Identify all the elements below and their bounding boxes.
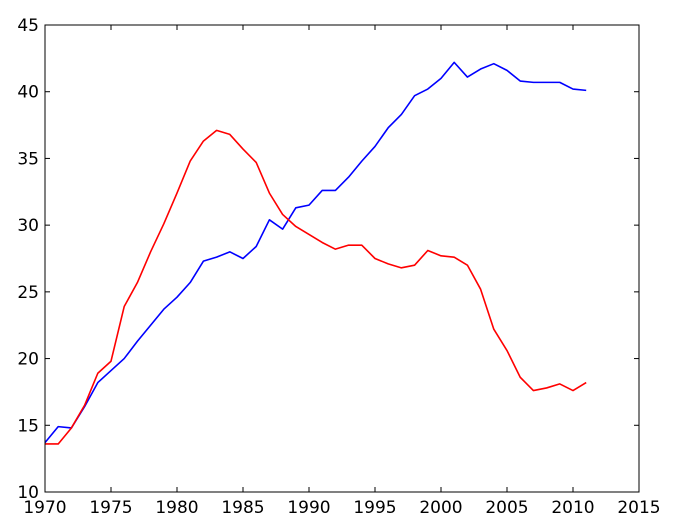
tick-labels: 1970 1975 1980 1985 1990 1995 2000 2005 2010 2015… (17, 16, 660, 518)
x-tick-label: 2000 (419, 498, 462, 518)
series-layer (44, 61, 587, 445)
y-tick-label: 10 (17, 483, 39, 503)
x-tick-label: 1985 (221, 498, 264, 518)
y-tick-label: 45 (17, 16, 39, 36)
x-tick-label: 2010 (551, 498, 594, 518)
x-tick-label: 1975 (89, 498, 132, 518)
x-tick-label: 1980 (155, 498, 198, 518)
series-line-1 (44, 61, 587, 444)
x-tick-label: 2005 (485, 498, 528, 518)
x-tick-label: 2015 (617, 498, 660, 518)
y-tick-label: 20 (17, 350, 39, 370)
x-tick-label: 1990 (287, 498, 330, 518)
y-tick-label: 25 (17, 283, 39, 303)
plot-frame (44, 24, 640, 493)
y-tick-label: 40 (17, 83, 39, 103)
y-tick-label: 30 (17, 216, 39, 236)
x-tick-label: 1995 (353, 498, 396, 518)
series-line-2 (45, 129, 587, 445)
y-tick-label: 15 (17, 416, 39, 436)
y-tick-label: 35 (17, 149, 39, 169)
x-tick-label: 1970 (23, 498, 66, 518)
